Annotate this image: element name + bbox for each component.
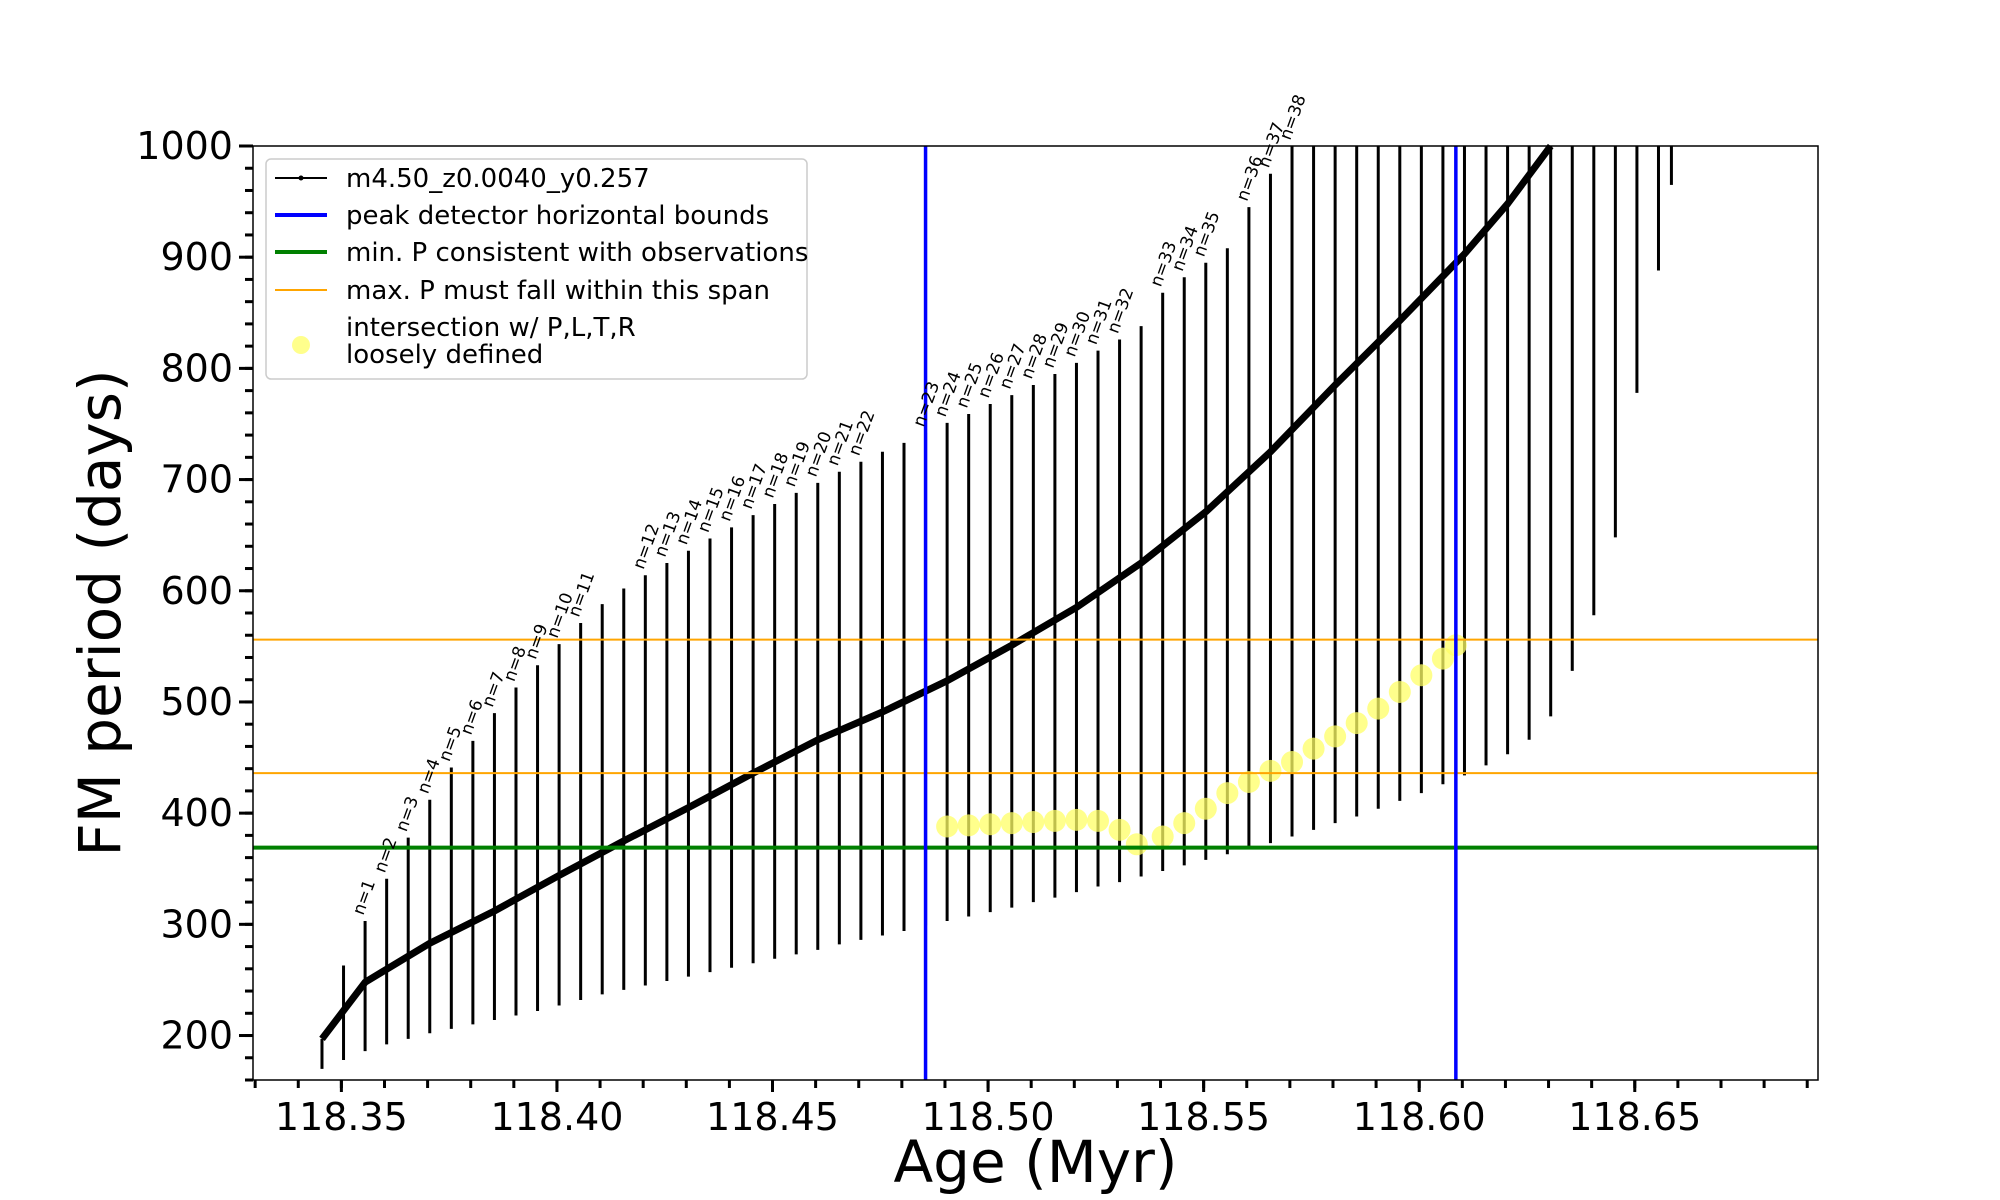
intersection-point [1324,725,1347,748]
y-tick-label: 600 [160,569,233,613]
intersection-point [979,813,1002,836]
x-tick-label: 118.55 [1137,1095,1270,1139]
intersection-point [1259,759,1282,782]
mode-label: n=2 [371,835,402,876]
mode-label: n=4 [414,756,445,797]
intersection-point [1173,812,1196,835]
intersection-point [1237,771,1260,794]
legend-label-intersect: intersection w/ P,L,T,R [346,313,636,343]
legend-box [265,158,808,380]
x-tick-label: 118.65 [1568,1095,1701,1139]
x-tick-label: 118.35 [275,1095,408,1139]
x-tick-label: 118.40 [490,1095,623,1139]
y-tick-label: 900 [160,235,233,279]
intersection-point [957,814,980,837]
intersection-point [1000,812,1023,835]
legend-label-bounds: peak detector horizontal bounds [346,201,769,231]
x-tick-label: 118.60 [1353,1095,1486,1139]
mode-label: n=1 [349,877,380,918]
intersection-point [1410,664,1433,687]
y-tick-label: 1000 [136,124,233,168]
track-series [319,143,1673,1069]
intersection-point [936,815,959,838]
y-tick-label: 300 [160,902,233,946]
y-tick-label: 800 [160,346,233,390]
legend-label-track: m4.50_z0.0040_y0.257 [346,164,650,194]
axes: 118.35 118.40 118.45 118.50 118.55 118.60 118.… [136,124,1809,1139]
x-axis-title: Age (Myr) [893,1128,1177,1196]
intersection-point [1043,809,1066,832]
reference-lines [253,146,1818,1080]
intersection-point [1087,809,1110,832]
intersection-point [1388,680,1411,703]
mode-label: n=38 [1276,92,1311,143]
y-tick-label: 500 [160,680,233,724]
legend-swatch-intersection [292,336,310,354]
y-tick-label: 200 [160,1014,233,1058]
intersection-point [1108,818,1131,841]
intersection-series [936,634,1467,856]
intersection-point [1367,697,1390,720]
intersection-point [1022,811,1045,834]
intersection-point [1151,825,1174,848]
legend-swatch-marker [298,175,304,181]
intersection-point [1345,712,1368,735]
intersection-point [1194,797,1217,820]
y-tick-label: 400 [160,791,233,835]
intersection-point [1065,808,1088,831]
y-axis-title: FM period (days) [66,369,134,856]
mode-label: n=3 [392,794,423,835]
legend-label-minp: min. P consistent with observations [346,238,808,268]
intersection-point [1302,737,1325,760]
intersection-point [1125,833,1148,856]
intersection-point [1216,782,1239,805]
legend-label-maxp: max. P must fall within this span [346,276,770,306]
legend-label-intersect: loosely defined [346,340,543,370]
x-tick-label: 118.45 [706,1095,839,1139]
x-tick-label: 118.50 [922,1095,1055,1139]
y-tick-label: 700 [160,458,233,502]
intersection-point [1281,750,1304,773]
